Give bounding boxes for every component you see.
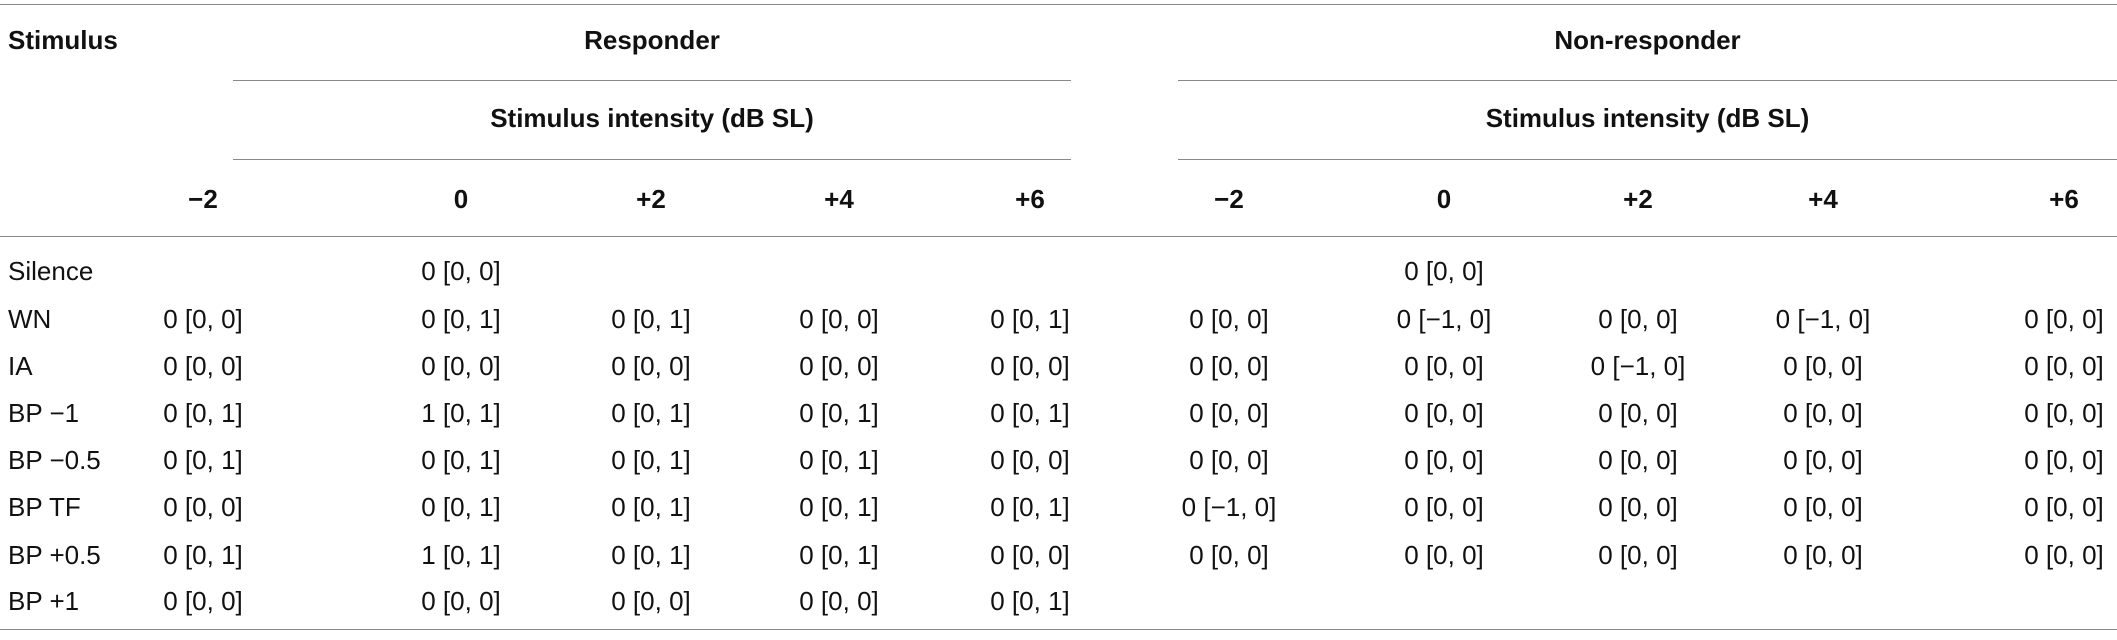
table-cell: 1 [0, 1] — [421, 540, 501, 570]
intensity-level-header: +4 — [1808, 184, 1838, 214]
responder-group-rule — [233, 80, 1071, 81]
row-label: WN — [8, 304, 52, 334]
non-responder-subheader-rule — [1178, 159, 2117, 160]
table-cell: 0 [0, 1] — [163, 445, 243, 475]
table-cell: 0 [0, 1] — [421, 304, 501, 334]
table-cell: 0 [0, 0] — [990, 445, 1070, 475]
table-cell: 0 [0, 0] — [799, 304, 879, 334]
intensity-level-header: +2 — [1623, 184, 1653, 214]
table-cell: 0 [0, 0] — [1404, 256, 1484, 286]
table-cell: 0 [0, 0] — [611, 586, 691, 616]
non-responder-intensity-subheader: Stimulus intensity (dB SL) — [1485, 103, 1810, 133]
table-cell: 0 [0, 0] — [1783, 540, 1863, 570]
table-cell: 0 [0, 1] — [799, 540, 879, 570]
table-cell: 0 [0, 0] — [1404, 492, 1484, 522]
table-cell: 0 [0, 1] — [163, 398, 243, 428]
table-cell: 0 [0, 0] — [1404, 540, 1484, 570]
table-cell: 0 [0, 0] — [1783, 398, 1863, 428]
table-cell: 0 [0, 0] — [1404, 351, 1484, 381]
table-cell: 0 [0, 1] — [611, 540, 691, 570]
table-cell: 0 [0, 1] — [611, 304, 691, 334]
table-cell: 0 [0, 0] — [2024, 492, 2104, 522]
intensity-level-header: 0 — [453, 184, 469, 214]
table-cell: 0 [0, 1] — [799, 398, 879, 428]
table-cell: 0 [0, 0] — [163, 586, 243, 616]
intensity-level-header: +2 — [636, 184, 666, 214]
table-cell: 0 [0, 1] — [611, 445, 691, 475]
table-cell: 0 [0, 0] — [1598, 304, 1678, 334]
row-label: BP −1 — [8, 398, 80, 428]
table-cell: 0 [0, 0] — [1598, 540, 1678, 570]
row-label: BP +1 — [8, 586, 80, 616]
row-label: BP −0.5 — [8, 445, 101, 475]
table-cell: 0 [0, 0] — [163, 304, 243, 334]
table-cell: 0 [0, 1] — [799, 492, 879, 522]
row-label: Silence — [8, 256, 94, 286]
table-cell: 0 [0, 0] — [1783, 492, 1863, 522]
table-cell: 0 [0, 1] — [990, 586, 1070, 616]
table-cell: 0 [0, 0] — [1189, 445, 1269, 475]
stimulus-column-header: Stimulus — [8, 25, 118, 55]
table-cell: 0 [0, 0] — [1189, 398, 1269, 428]
table-cell: 0 [0, 0] — [163, 351, 243, 381]
responder-intensity-subheader: Stimulus intensity (dB SL) — [490, 103, 814, 133]
table-cell: 0 [0, 0] — [163, 492, 243, 522]
responder-subheader-rule — [233, 159, 1071, 160]
table-cell: 0 [0, 0] — [1404, 398, 1484, 428]
table-cell: 0 [0, 0] — [1598, 445, 1678, 475]
table-cell: 0 [0, 0] — [611, 351, 691, 381]
intensity-level-header: −2 — [188, 184, 218, 214]
table-cell: 0 [0, 0] — [2024, 540, 2104, 570]
table-cell: 0 [0, 0] — [2024, 304, 2104, 334]
row-label: BP +0.5 — [8, 540, 101, 570]
non-responder-group-rule — [1178, 80, 2117, 81]
table-cell: 0 [0, 0] — [1189, 351, 1269, 381]
table-cell: 0 [0, 0] — [799, 586, 879, 616]
table-cell: 0 [0, 0] — [1598, 398, 1678, 428]
table-cell: 0 [0, 0] — [421, 586, 501, 616]
table-cell: 0 [0, 0] — [2024, 445, 2104, 475]
table-cell: 0 [0, 0] — [1783, 445, 1863, 475]
header-bottom-rule — [0, 236, 2117, 237]
table-cell: 0 [0, 1] — [611, 398, 691, 428]
table-cell: 0 [0, 1] — [421, 445, 501, 475]
table-cell: 0 [0, 0] — [1598, 492, 1678, 522]
row-label: BP TF — [8, 492, 81, 522]
intensity-level-header: −2 — [1214, 184, 1244, 214]
table-cell: 0 [0, 0] — [1189, 540, 1269, 570]
table-cell: 0 [0, 0] — [421, 351, 501, 381]
table-cell: 0 [0, 0] — [799, 351, 879, 381]
table-cell: 1 [0, 1] — [421, 398, 501, 428]
table-cell: 0 [−1, 0] — [1396, 304, 1492, 334]
table-top-rule — [0, 4, 2117, 5]
table-cell: 0 [0, 1] — [990, 492, 1070, 522]
table-cell: 0 [0, 0] — [1404, 445, 1484, 475]
table-cell: 0 [−1, 0] — [1590, 351, 1686, 381]
table-cell: 0 [0, 0] — [2024, 398, 2104, 428]
table-cell: 0 [0, 0] — [2024, 351, 2104, 381]
table-cell: 0 [0, 0] — [990, 351, 1070, 381]
intensity-level-header: +4 — [824, 184, 854, 214]
table-cell: 0 [0, 1] — [421, 492, 501, 522]
table-cell: 0 [0, 0] — [990, 540, 1070, 570]
intensity-level-header: +6 — [1015, 184, 1045, 214]
table-cell: 0 [0, 0] — [1783, 351, 1863, 381]
table-bottom-rule — [0, 629, 2117, 630]
table-cell: 0 [0, 1] — [611, 492, 691, 522]
responder-group-header: Responder — [584, 25, 720, 55]
table-cell: 0 [−1, 0] — [1181, 492, 1277, 522]
table-cell: 0 [0, 0] — [1189, 304, 1269, 334]
table-cell: 0 [0, 1] — [990, 398, 1070, 428]
intensity-level-header: 0 — [1436, 184, 1452, 214]
table-cell: 0 [0, 0] — [421, 256, 501, 286]
row-label: IA — [8, 351, 33, 381]
table-cell: 0 [0, 1] — [799, 445, 879, 475]
non-responder-group-header: Non-responder — [1554, 25, 1741, 55]
intensity-level-header: +6 — [2049, 184, 2079, 214]
table-cell: 0 [0, 1] — [990, 304, 1070, 334]
table-cell: 0 [0, 1] — [163, 540, 243, 570]
table-cell: 0 [−1, 0] — [1775, 304, 1871, 334]
